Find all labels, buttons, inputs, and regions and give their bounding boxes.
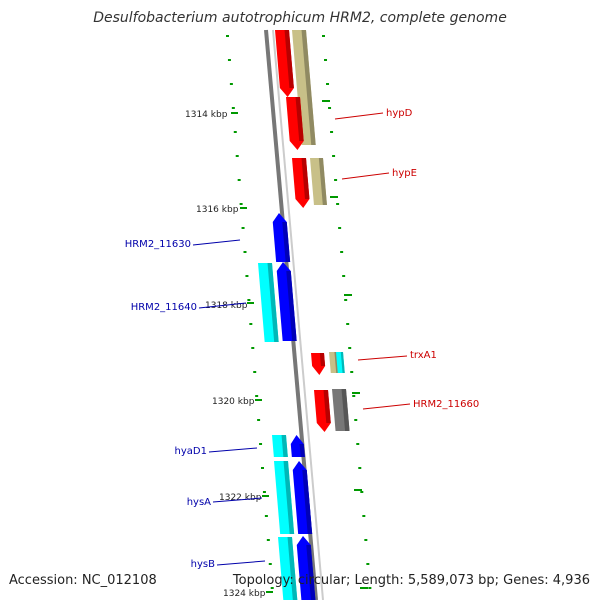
gene-label-trxA1: trxA1: [410, 350, 437, 361]
gene-block-hypE: [310, 158, 327, 205]
gene-label-leader: [212, 497, 263, 503]
gene-label-leader: [334, 112, 384, 120]
cds-block-HRM2_11640: [276, 262, 297, 341]
scale-label: 1316 kbp: [196, 205, 239, 215]
gene-label-leader: [208, 447, 258, 453]
cds-block-HRM2_11630-shade: [282, 222, 291, 262]
gene-label-hysA: hysA: [187, 497, 211, 508]
gene-label-HRM2_11640: HRM2_11640: [131, 302, 197, 313]
gene-label-leader: [198, 302, 247, 309]
cds-block-hyaD1: [290, 435, 305, 457]
gene-block-hysB-shade: [287, 537, 298, 600]
cds-block-hypD-upstream-shade: [284, 30, 294, 88]
misc-block-HRM2_11660: [332, 389, 350, 431]
gene-label-hysB: hysB: [191, 559, 215, 570]
cds-block-HRM2_11660-shade: [323, 390, 331, 423]
gene-label-HRM2_11660: HRM2_11660: [413, 399, 479, 410]
scale-label: 1324 kbp: [223, 589, 266, 599]
cds-block-hysB: [296, 536, 316, 600]
gene-block-hyaD1: [272, 435, 288, 457]
cds-block-hysA: [292, 461, 313, 534]
cds-block-hysA-shade: [302, 470, 313, 534]
gene-label-hypD: hypD: [386, 108, 413, 119]
gene-block-HRM2_11640-shade: [267, 263, 279, 342]
cds-block-hypE-shade: [301, 158, 310, 199]
accession-text: Accession: NC_012108: [9, 573, 157, 588]
gene-block-hypE-shade: [318, 158, 327, 205]
cds-block-HRM2_11660: [314, 390, 331, 432]
cds-block-trxA1: [311, 353, 326, 375]
gene-block-hyaD1-shade: [281, 435, 288, 457]
feature-block-trxA1: [336, 352, 345, 373]
cds-block-hypD-upstream: [275, 30, 294, 97]
map-title: Desulfobacterium autotrophicum HRM2, com…: [93, 10, 507, 26]
scale-label: 1318 kbp: [205, 301, 248, 311]
gene-block-hysB: [278, 537, 298, 600]
cds-block-hysB-shade: [306, 545, 316, 600]
misc-block-HRM2_11660-shade: [341, 389, 350, 431]
gene-label-HRM2_11630: HRM2_11630: [125, 239, 191, 250]
gene-label-leader: [357, 355, 408, 361]
gene-block-hysA-shade: [283, 461, 295, 534]
gene-block-upstream-shade: [301, 30, 316, 145]
genome-summary-text: Topology: circular; Length: 5,589,073 bp…: [232, 573, 590, 588]
cds-block-hypD-shade: [295, 97, 304, 141]
gene-label-hypE: hypE: [392, 168, 417, 179]
scale-label: 1320 kbp: [212, 397, 255, 407]
gene-label-leader: [341, 172, 390, 180]
feature-block-trxA1-shade: [340, 352, 345, 373]
backbone-inner-line: [272, 29, 324, 600]
gene-label-leader: [362, 403, 411, 410]
cds-block-trxA1-shade: [319, 353, 326, 366]
gene-block-hysA: [274, 461, 295, 534]
scale-label: 1314 kbp: [185, 110, 228, 120]
cds-block-hyaD1-shade: [299, 444, 305, 457]
gene-label-leader: [216, 560, 266, 566]
cds-block-HRM2_11630: [272, 213, 291, 262]
gene-label-hyaD1: hyaD1: [175, 446, 207, 457]
cds-block-hypD: [286, 97, 304, 150]
gene-block-HRM2_11640: [258, 263, 279, 342]
cds-block-hypE: [292, 158, 310, 208]
gene-block-upstream: [292, 30, 316, 145]
cds-block-HRM2_11640-shade: [286, 271, 297, 341]
scale-label: 1322 kbp: [219, 493, 262, 503]
gene-label-leader: [192, 239, 241, 246]
